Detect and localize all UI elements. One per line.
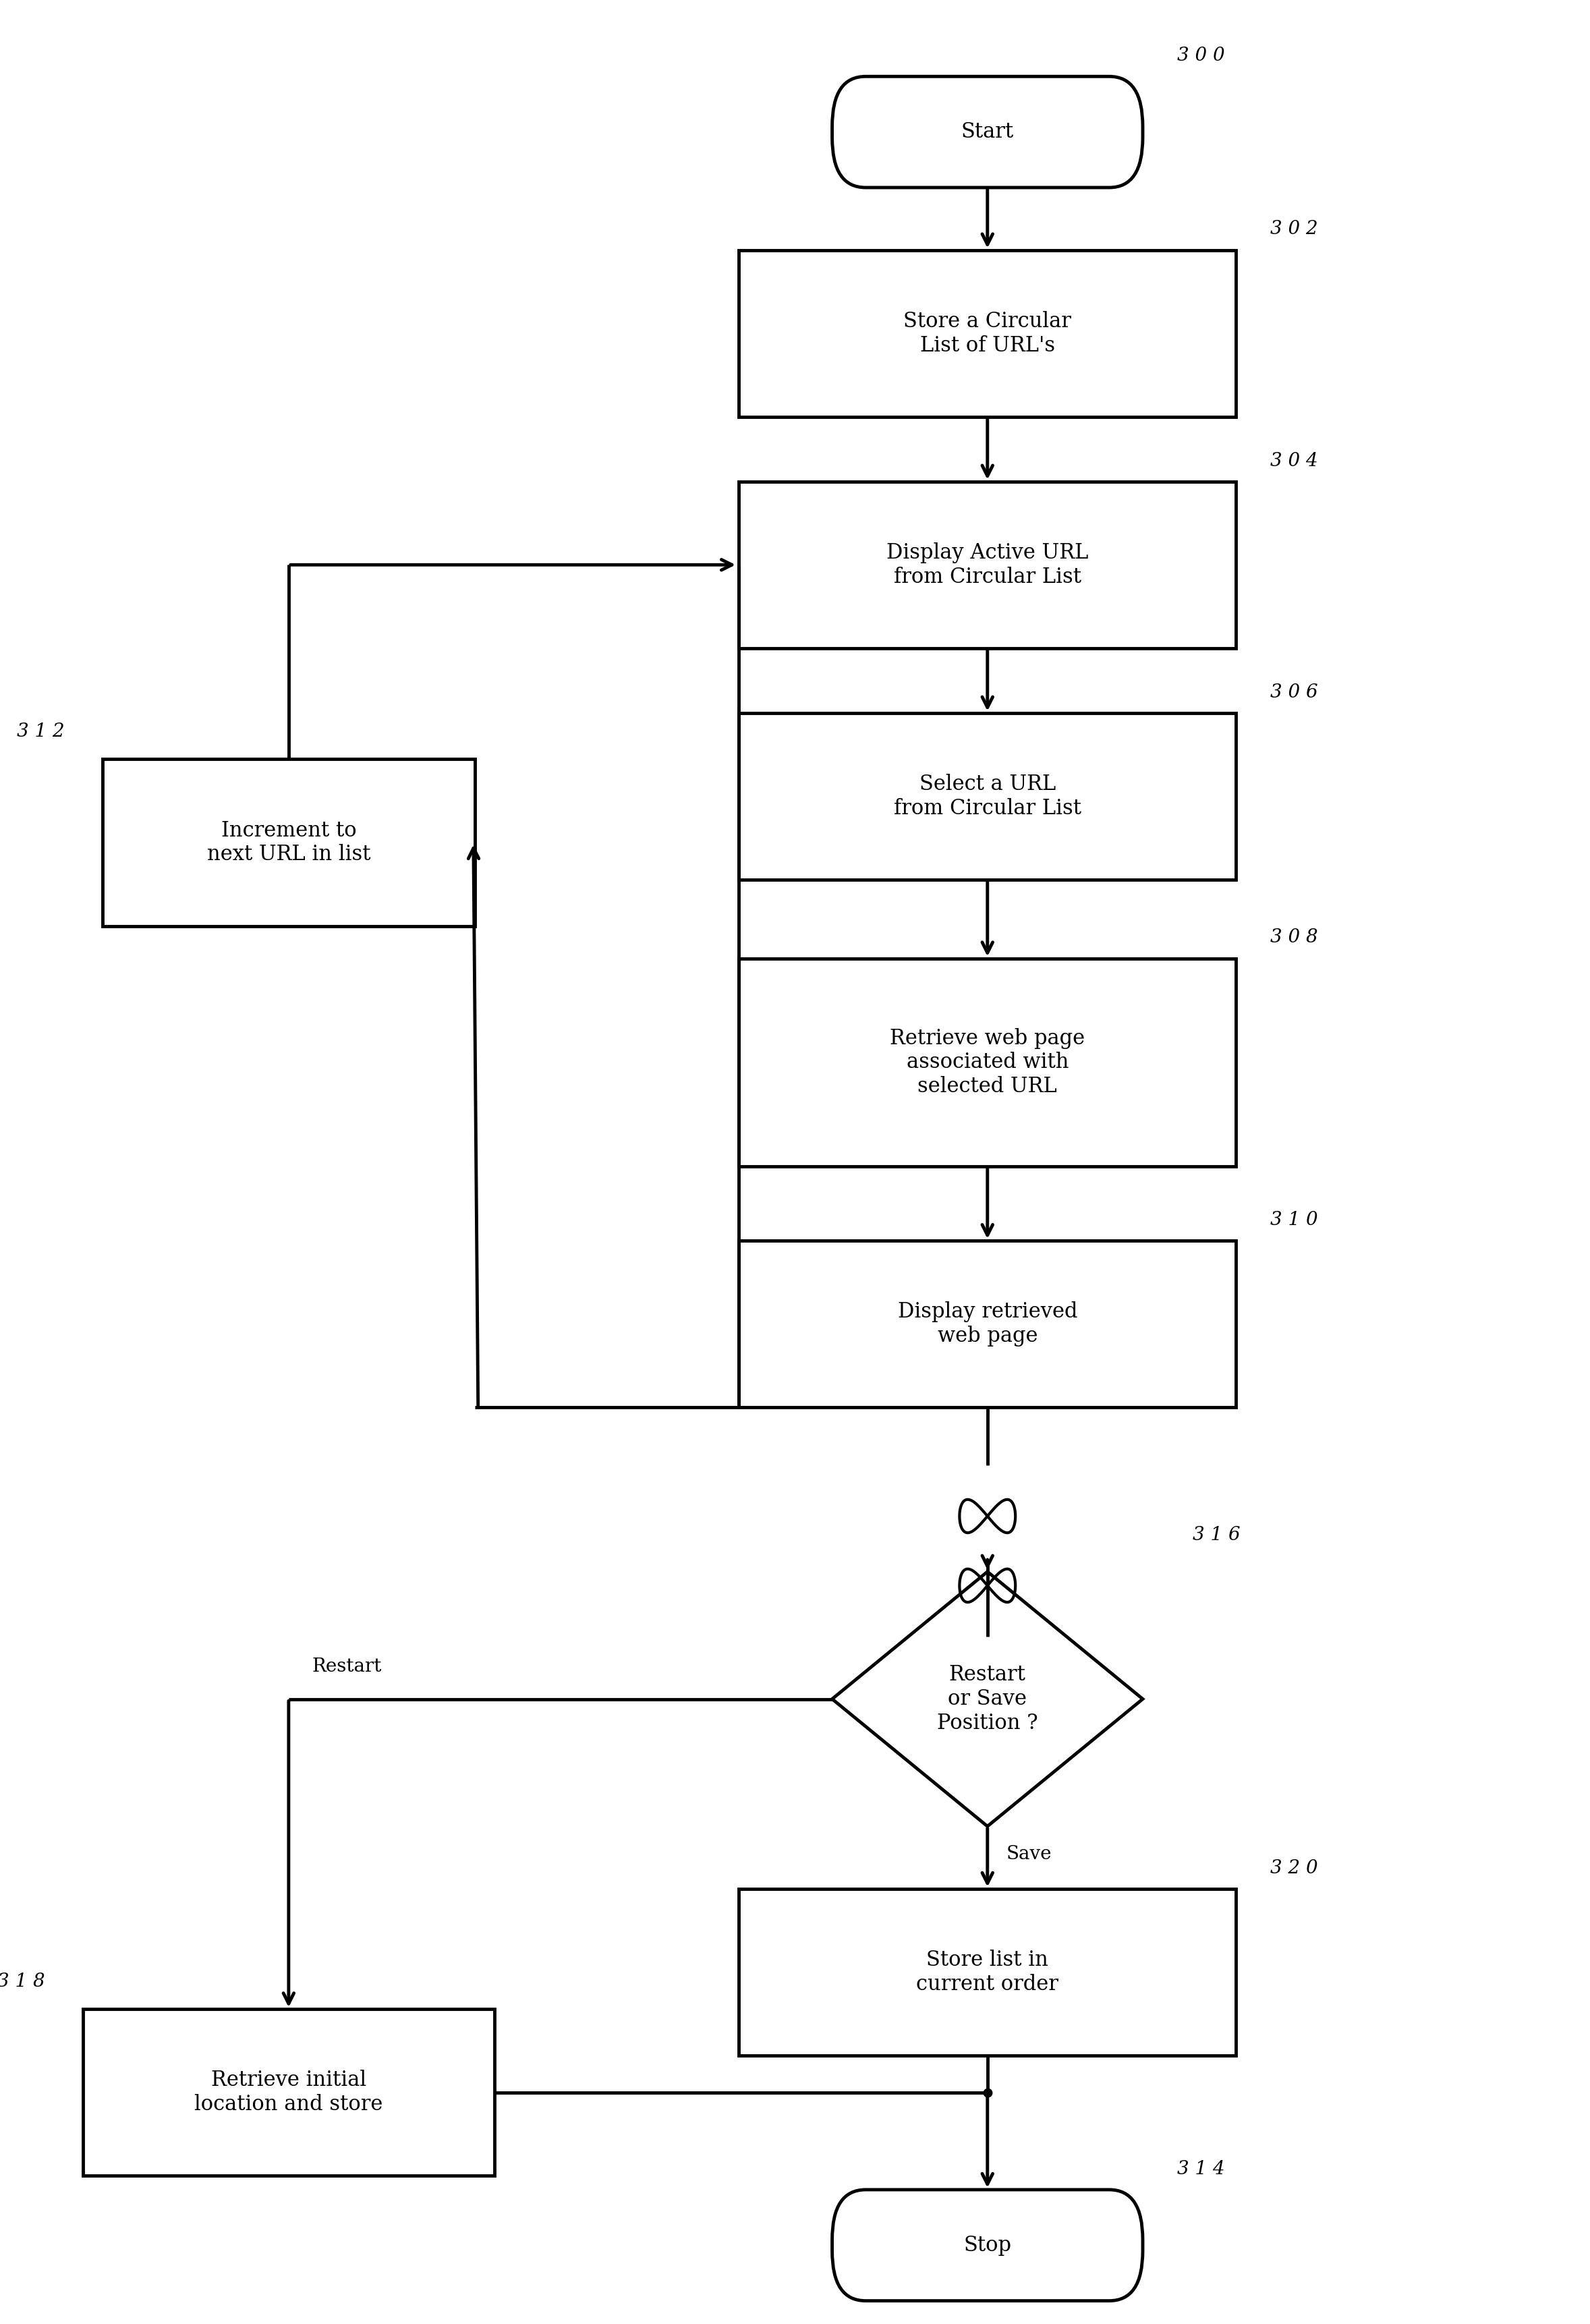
Polygon shape: [832, 1571, 1143, 1827]
FancyBboxPatch shape: [832, 77, 1143, 188]
Text: 3 2 0: 3 2 0: [1270, 1859, 1318, 1878]
Text: Store list in
current order: Store list in current order: [916, 1950, 1059, 1994]
Text: Display Active URL
from Circular List: Display Active URL from Circular List: [887, 541, 1089, 588]
Text: 3 1 0: 3 1 0: [1270, 1211, 1318, 1229]
Text: 3 1 6: 3 1 6: [1192, 1525, 1240, 1543]
Text: Restart
or Save
Position ?: Restart or Save Position ?: [937, 1664, 1038, 1734]
Text: 3 0 8: 3 0 8: [1270, 930, 1318, 946]
Text: 3 0 6: 3 0 6: [1270, 683, 1318, 702]
Text: Display retrieved
web page: Display retrieved web page: [898, 1301, 1078, 1346]
FancyBboxPatch shape: [739, 251, 1235, 416]
Text: 3 1 8: 3 1 8: [0, 1973, 45, 1992]
Text: 3 1 2: 3 1 2: [17, 723, 65, 741]
FancyBboxPatch shape: [102, 760, 475, 925]
Text: 3 0 0: 3 0 0: [1177, 46, 1224, 65]
Text: 3 0 2: 3 0 2: [1270, 221, 1318, 239]
Text: Retrieve initial
location and store: Retrieve initial location and store: [194, 2071, 383, 2115]
Text: Increment to
next URL in list: Increment to next URL in list: [207, 820, 370, 865]
Text: Select a URL
from Circular List: Select a URL from Circular List: [894, 774, 1081, 818]
Text: Save: Save: [1006, 1845, 1051, 1864]
FancyBboxPatch shape: [739, 1889, 1235, 2054]
Text: Store a Circular
List of URL's: Store a Circular List of URL's: [903, 311, 1072, 356]
FancyBboxPatch shape: [739, 481, 1235, 648]
FancyBboxPatch shape: [832, 2189, 1143, 2301]
Text: Restart: Restart: [312, 1657, 382, 1676]
Text: Retrieve web page
associated with
selected URL: Retrieve web page associated with select…: [890, 1027, 1084, 1097]
Text: 3 1 4: 3 1 4: [1177, 2159, 1224, 2178]
Text: Stop: Stop: [964, 2236, 1011, 2257]
FancyBboxPatch shape: [739, 957, 1235, 1167]
FancyBboxPatch shape: [83, 2010, 494, 2175]
Text: 3 0 4: 3 0 4: [1270, 451, 1318, 469]
FancyBboxPatch shape: [739, 1241, 1235, 1408]
FancyBboxPatch shape: [739, 713, 1235, 878]
Text: Start: Start: [960, 121, 1014, 142]
